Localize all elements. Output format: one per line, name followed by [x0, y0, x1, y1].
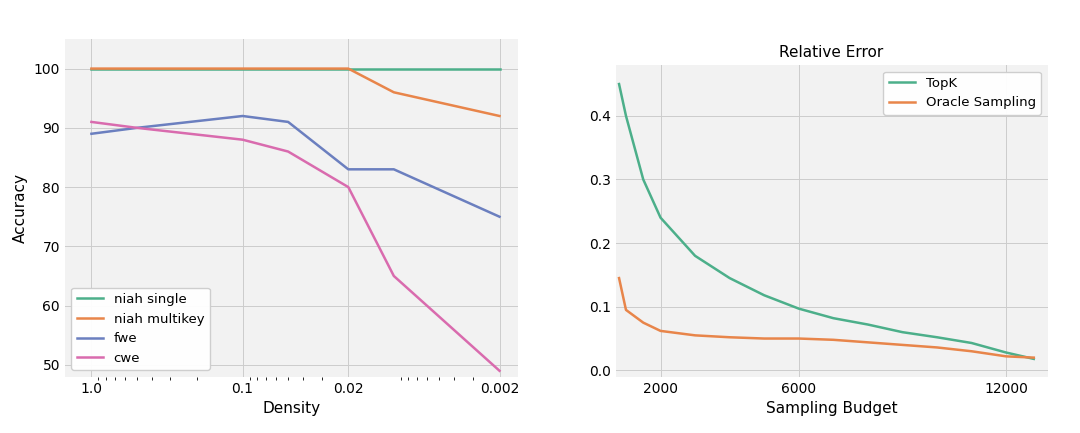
Oracle Sampling: [1027, 355, 1040, 360]
Oracle Sampling: [896, 343, 909, 348]
fwe: [237, 113, 249, 119]
TopK: [654, 215, 667, 220]
fwe: [494, 214, 507, 220]
TopK: [896, 330, 909, 335]
Oracle Sampling: [654, 328, 667, 333]
cwe: [282, 149, 295, 154]
niah single: [494, 66, 507, 71]
niah single: [237, 66, 249, 71]
X-axis label: Density: Density: [262, 401, 321, 416]
Oracle Sampling: [689, 333, 702, 338]
Oracle Sampling: [966, 349, 978, 354]
TopK: [724, 275, 737, 281]
fwe: [342, 167, 355, 172]
TopK: [758, 293, 771, 298]
Oracle Sampling: [793, 336, 806, 341]
TopK: [637, 177, 650, 182]
cwe: [342, 184, 355, 190]
Line: cwe: cwe: [92, 122, 500, 371]
fwe: [131, 125, 144, 130]
TopK: [931, 335, 944, 340]
fwe: [85, 131, 98, 136]
Line: TopK: TopK: [619, 84, 1034, 359]
TopK: [689, 253, 702, 259]
niah multikey: [342, 66, 355, 71]
Legend: TopK, Oracle Sampling: TopK, Oracle Sampling: [883, 71, 1041, 115]
niah multikey: [388, 90, 401, 95]
Oracle Sampling: [931, 345, 944, 350]
Line: Oracle Sampling: Oracle Sampling: [619, 278, 1034, 358]
TopK: [612, 81, 625, 87]
TopK: [620, 113, 633, 119]
Oracle Sampling: [724, 335, 737, 340]
Line: fwe: fwe: [92, 116, 500, 217]
Oracle Sampling: [827, 337, 840, 343]
Legend: niah single, niah multikey, fwe, cwe: niah single, niah multikey, fwe, cwe: [71, 288, 210, 370]
cwe: [388, 273, 401, 278]
cwe: [85, 120, 98, 125]
X-axis label: Sampling Budget: Sampling Budget: [766, 401, 897, 416]
Oracle Sampling: [612, 275, 625, 281]
TopK: [793, 306, 806, 311]
niah multikey: [282, 66, 295, 71]
cwe: [494, 368, 507, 373]
niah multikey: [131, 66, 144, 71]
fwe: [388, 167, 401, 172]
TopK: [862, 322, 875, 327]
Oracle Sampling: [1000, 354, 1013, 359]
TopK: [966, 340, 978, 346]
fwe: [282, 120, 295, 125]
Y-axis label: Accuracy: Accuracy: [13, 173, 28, 243]
niah single: [388, 66, 401, 71]
cwe: [237, 137, 249, 142]
TopK: [1000, 350, 1013, 355]
niah multikey: [494, 113, 507, 119]
cwe: [131, 125, 144, 130]
TopK: [1027, 356, 1040, 362]
niah single: [131, 66, 144, 71]
Oracle Sampling: [862, 340, 875, 345]
TopK: [827, 316, 840, 321]
niah multikey: [85, 66, 98, 71]
Title: Relative Error: Relative Error: [780, 45, 883, 60]
niah multikey: [237, 66, 249, 71]
Oracle Sampling: [758, 336, 771, 341]
Line: niah multikey: niah multikey: [92, 68, 500, 116]
niah single: [342, 66, 355, 71]
niah single: [282, 66, 295, 71]
Oracle Sampling: [637, 320, 650, 325]
Oracle Sampling: [620, 307, 633, 313]
niah single: [85, 66, 98, 71]
